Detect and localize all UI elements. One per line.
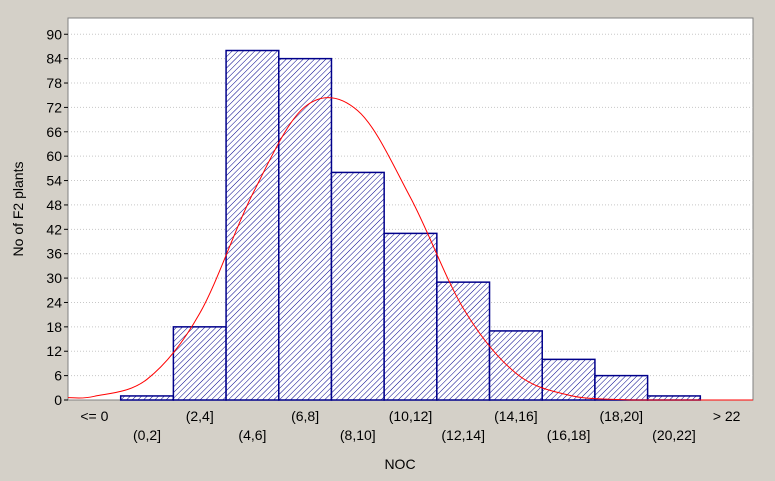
- x-tick-label: (10,12]: [389, 408, 433, 424]
- y-tick-label: 12: [46, 343, 62, 359]
- x-tick-label: <= 0: [80, 408, 108, 424]
- x-tick-label: (18,20]: [599, 408, 643, 424]
- y-tick-label: 42: [46, 221, 62, 237]
- y-axis-ticks: 0 6 12 18 24 30 36 42 48 54 60 66 72 78 84 90: [46, 26, 68, 408]
- bar: [594, 374, 649, 401]
- y-tick-label: 30: [46, 270, 62, 286]
- y-tick-label: 48: [46, 197, 62, 213]
- y-tick-label: 24: [46, 294, 62, 310]
- bar: [383, 232, 438, 401]
- bar: [436, 281, 491, 401]
- x-tick-label: (14,16]: [494, 408, 538, 424]
- x-axis-ticks: <= 0 (0,2] (2,4] (4,6] (6,8] (8,10] (10,12] (12…: [80, 408, 740, 443]
- y-tick-label: 36: [46, 246, 62, 262]
- bar: [541, 358, 596, 401]
- y-tick-label: 54: [46, 173, 62, 189]
- y-tick-label: 66: [46, 124, 62, 140]
- x-tick-label: > 22: [713, 408, 741, 424]
- bars: [119, 49, 702, 401]
- x-tick-label: (12,14]: [441, 427, 485, 443]
- y-tick-label: 18: [46, 319, 62, 335]
- bar: [119, 395, 175, 401]
- x-tick-label: (4,6]: [238, 427, 266, 443]
- x-tick-label: (8,10]: [340, 427, 376, 443]
- x-tick-label: (16,18]: [547, 427, 591, 443]
- y-tick-label: 0: [54, 392, 62, 408]
- x-tick-label: (6,8]: [291, 408, 319, 424]
- y-tick-label: 90: [46, 26, 62, 42]
- normal-fit-curve: [67, 97, 753, 401]
- y-tick-label: 60: [46, 148, 62, 164]
- bar: [488, 330, 543, 401]
- bar: [330, 171, 385, 401]
- y-tick-label: 84: [46, 51, 62, 67]
- y-tick-label: 6: [54, 368, 62, 384]
- x-tick-label: (2,4]: [186, 408, 214, 424]
- x-axis-title: NOC: [384, 456, 415, 472]
- x-tick-label: (0,2]: [133, 427, 161, 443]
- y-tick-label: 78: [46, 75, 62, 91]
- bar: [172, 326, 227, 401]
- y-tick-label: 72: [46, 99, 62, 115]
- y-axis-title: No of F2 plants: [10, 162, 26, 257]
- x-tick-label: (20,22]: [652, 427, 696, 443]
- bar: [225, 49, 280, 401]
- bar: [646, 395, 702, 401]
- bar: [278, 57, 333, 401]
